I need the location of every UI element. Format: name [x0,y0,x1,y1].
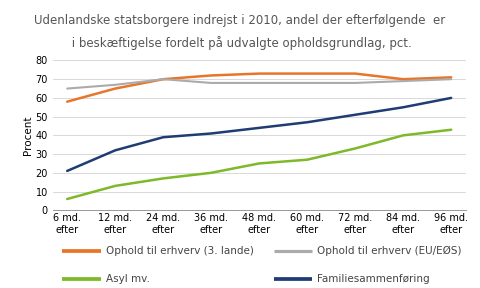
Asyl mv. [160,177,166,180]
Asyl mv. [352,147,358,150]
Asyl mv. [112,184,118,188]
Asyl mv. [448,128,454,131]
Ophold til erhverv (EU/EØS) [304,81,310,85]
Ophold til erhverv (EU/EØS) [352,81,358,85]
Familiesammenføring [64,169,70,173]
Ophold til erhverv (3. lande) [160,77,166,81]
Asyl mv. [256,162,262,165]
Y-axis label: Procent: Procent [23,115,33,155]
Ophold til erhverv (3. lande) [448,76,454,79]
Ophold til erhverv (3. lande) [112,87,118,90]
Ophold til erhverv (EU/EØS) [64,87,70,90]
Familiesammenføring [400,106,406,109]
Familiesammenføring [256,126,262,130]
Ophold til erhverv (EU/EØS) [208,81,214,85]
Familiesammenføring [352,113,358,117]
Ophold til erhverv (3. lande) [256,72,262,75]
Ophold til erhverv (EU/EØS) [256,81,262,85]
Asyl mv. [400,134,406,137]
Ophold til erhverv (3. lande) [304,72,310,75]
Text: i beskæftigelse fordelt på udvalgte opholdsgrundlag, pct.: i beskæftigelse fordelt på udvalgte opho… [68,36,412,50]
Ophold til erhverv (EU/EØS) [160,77,166,81]
Asyl mv. [64,197,70,201]
Line: Asyl mv.: Asyl mv. [67,130,451,199]
Familiesammenføring [448,96,454,100]
Asyl mv. [304,158,310,161]
Familiesammenføring [160,136,166,139]
Line: Familiesammenføring: Familiesammenføring [67,98,451,171]
Asyl mv. [208,171,214,175]
Familiesammenføring [112,149,118,152]
Ophold til erhverv (EU/EØS) [448,77,454,81]
Ophold til erhverv (3. lande) [400,77,406,81]
Ophold til erhverv (3. lande) [208,74,214,77]
Line: Ophold til erhverv (EU/EØS): Ophold til erhverv (EU/EØS) [67,79,451,89]
Ophold til erhverv (3. lande) [352,72,358,75]
Ophold til erhverv (EU/EØS) [112,83,118,87]
Familiesammenføring [304,120,310,124]
Text: Asyl mv.: Asyl mv. [106,274,149,284]
Text: Ophold til erhverv (3. lande): Ophold til erhverv (3. lande) [106,246,253,255]
Ophold til erhverv (3. lande) [64,100,70,103]
Text: Udenlandske statsborgere indrejst i 2010, andel der efterfølgende  er: Udenlandske statsborgere indrejst i 2010… [35,14,445,27]
Line: Ophold til erhverv (3. lande): Ophold til erhverv (3. lande) [67,74,451,102]
Text: Ophold til erhverv (EU/EØS): Ophold til erhverv (EU/EØS) [317,245,461,256]
Text: Familiesammenføring: Familiesammenføring [317,274,430,284]
Ophold til erhverv (EU/EØS) [400,79,406,83]
Familiesammenføring [208,132,214,135]
